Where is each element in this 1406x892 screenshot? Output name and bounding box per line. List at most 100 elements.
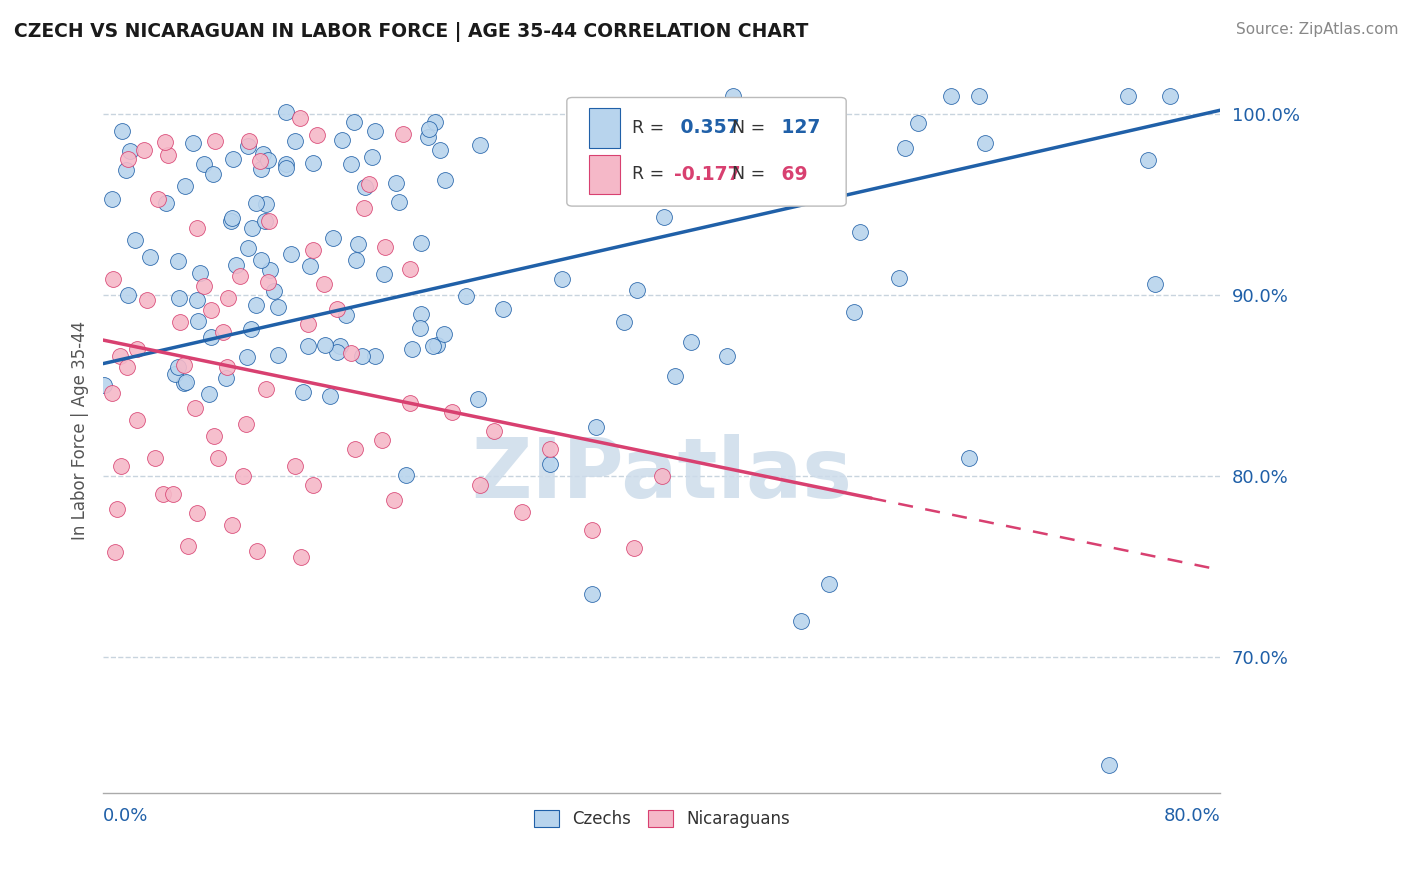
Point — [297, 339, 319, 353]
Point — [200, 303, 222, 318]
Point — [409, 235, 432, 250]
Point — [236, 351, 259, 365]
Point — [1116, 88, 1139, 103]
Point — [329, 339, 352, 353]
Point — [173, 358, 195, 372]
Text: Source: ZipAtlas.com: Source: ZipAtlas.com — [1236, 22, 1399, 37]
Point — [312, 277, 335, 292]
Point — [202, 428, 225, 442]
Point — [322, 230, 344, 244]
Point — [651, 468, 673, 483]
Point — [101, 385, 124, 400]
Point — [371, 433, 394, 447]
Point — [360, 149, 382, 163]
Point — [236, 139, 259, 153]
Point — [274, 161, 297, 175]
Point — [967, 88, 990, 103]
Point — [236, 241, 259, 255]
Point — [259, 263, 281, 277]
Point — [374, 240, 396, 254]
Point — [229, 268, 252, 283]
Point — [973, 136, 995, 151]
Point — [181, 136, 204, 150]
Point — [200, 330, 222, 344]
Point — [1159, 88, 1181, 103]
Point — [353, 202, 375, 216]
Point — [101, 192, 124, 206]
Point — [221, 517, 243, 532]
Point — [115, 359, 138, 374]
Point — [257, 214, 280, 228]
Point — [284, 134, 307, 148]
Point — [166, 254, 188, 268]
Text: 0.0%: 0.0% — [103, 807, 149, 825]
Point — [204, 134, 226, 148]
Point — [423, 115, 446, 129]
Point — [343, 442, 366, 456]
Point — [245, 195, 267, 210]
Point — [290, 549, 312, 564]
Point — [1098, 758, 1121, 772]
Point — [470, 478, 492, 492]
Point — [245, 298, 267, 312]
Point — [849, 225, 872, 239]
Point — [467, 392, 489, 407]
Point — [292, 385, 315, 400]
Point — [166, 360, 188, 375]
Point — [115, 163, 138, 178]
Point — [314, 338, 336, 352]
Text: CZECH VS NICARAGUAN IN LABOR FORCE | AGE 35-44 CORRELATION CHART: CZECH VS NICARAGUAN IN LABOR FORCE | AGE… — [14, 22, 808, 42]
Text: N =: N = — [733, 165, 765, 184]
Point — [652, 210, 675, 224]
Text: 0.357: 0.357 — [673, 119, 740, 137]
Point — [373, 267, 395, 281]
Point — [284, 459, 307, 474]
Point — [250, 161, 273, 176]
Point — [468, 137, 491, 152]
Point — [257, 275, 280, 289]
Point — [354, 179, 377, 194]
Point — [225, 258, 247, 272]
Text: 80.0%: 80.0% — [1164, 807, 1220, 825]
Point — [201, 167, 224, 181]
Point — [217, 291, 239, 305]
Point — [125, 413, 148, 427]
Point — [340, 346, 363, 360]
Point — [401, 343, 423, 357]
Point — [155, 196, 177, 211]
Point — [118, 144, 141, 158]
Point — [108, 350, 131, 364]
Point — [382, 492, 405, 507]
Point — [257, 153, 280, 168]
Point — [297, 317, 319, 331]
Text: 127: 127 — [775, 119, 820, 137]
Point — [763, 168, 786, 182]
Point — [585, 420, 607, 434]
Point — [187, 313, 209, 327]
Point — [117, 288, 139, 302]
Point — [143, 450, 166, 465]
Point — [551, 271, 574, 285]
FancyBboxPatch shape — [589, 154, 620, 194]
Point — [688, 176, 710, 190]
Text: -0.177: -0.177 — [673, 165, 741, 184]
Point — [197, 387, 219, 401]
Point — [907, 116, 929, 130]
Point — [399, 262, 422, 277]
Point — [267, 348, 290, 362]
Point — [1144, 277, 1167, 292]
Point — [347, 236, 370, 251]
Point — [889, 270, 911, 285]
Point — [276, 104, 298, 119]
Point — [215, 371, 238, 385]
Point — [246, 543, 269, 558]
Point — [263, 284, 285, 298]
Point — [343, 114, 366, 128]
Point — [163, 368, 186, 382]
Point — [344, 253, 367, 268]
Point — [941, 88, 963, 103]
Point — [239, 322, 262, 336]
Point — [174, 179, 197, 194]
Point — [188, 266, 211, 280]
Point — [842, 305, 865, 319]
